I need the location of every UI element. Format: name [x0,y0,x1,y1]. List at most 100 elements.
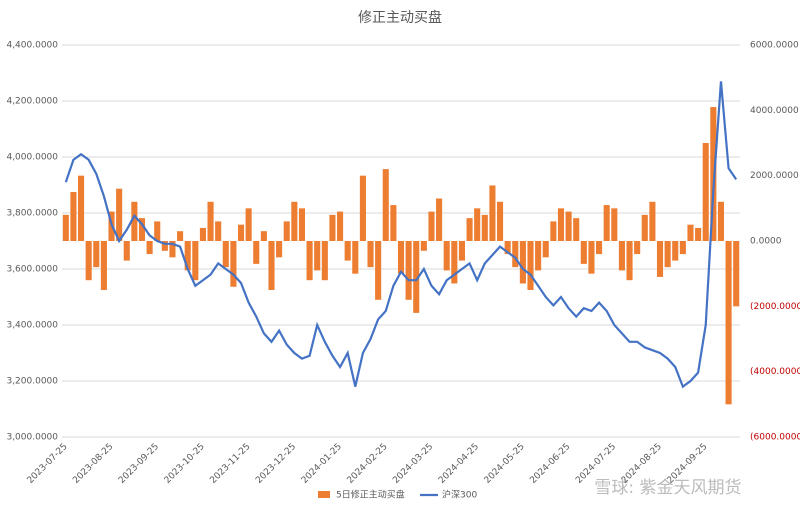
bar [649,201,656,241]
bar [199,227,206,241]
x-tick-label: 2024-06-25 [528,442,572,486]
y-tick-label: 3,400.0000 [6,321,58,331]
bar [215,221,222,241]
bar [626,241,633,281]
bar [702,143,709,241]
x-tick-label: 2023-09-25 [117,442,161,486]
bar [154,221,161,241]
watermark: 雪球: 紫金天风期货 [594,478,741,498]
bar [276,241,283,258]
bar [123,241,130,261]
legend-label: 沪深300 [442,489,477,501]
bar [70,192,77,241]
bar [436,198,443,241]
bar [405,241,412,300]
y-tick-label: 3,800.0000 [6,209,58,219]
bar [550,221,557,241]
x-tick-label: 2023-10-25 [163,442,207,486]
bar [397,241,405,274]
bar [260,231,267,241]
bar [733,241,740,307]
bar [565,211,572,241]
bar [519,241,526,284]
bar [314,241,321,271]
x-tick-label: 2024-03-25 [391,442,435,486]
bar [291,201,298,241]
bar [146,241,153,255]
bar [679,241,686,255]
bar [306,241,313,281]
bar [634,241,641,255]
bar [664,241,671,268]
bar [283,221,290,241]
bar [116,188,123,241]
bar [230,241,237,287]
x-tick-label: 2024-02-25 [346,442,390,486]
bar [222,241,229,268]
y-tick-label: 3,000.0000 [6,433,58,443]
bar [717,201,725,241]
bar [413,241,420,313]
bar [451,241,458,284]
bar [443,241,450,271]
line [64,81,738,389]
bar [207,201,214,241]
chart-title: 修正主动买盘 [358,9,442,26]
x-tick-label: 2023-08-25 [71,442,115,486]
bar [504,241,511,255]
x-tick-label: 2024-01-25 [300,442,344,486]
bar [321,241,328,281]
bar [420,241,427,251]
bar [580,241,587,264]
bar [390,205,397,241]
y2-tick-label: 6000.0000 [750,41,799,51]
bar [161,241,168,251]
y-tick-label: 4,000.0000 [6,153,58,163]
bar [489,185,496,241]
x-tick-label: 2023-07-25 [26,442,70,486]
bar [382,169,389,241]
bar [245,208,252,241]
bar [344,241,351,261]
bar [298,208,306,241]
y-tick-label: 3,200.0000 [6,377,58,387]
bar [557,208,565,241]
bar [527,241,534,290]
bar [237,224,245,241]
bar [268,241,275,290]
bar [62,214,69,241]
bar [512,241,519,268]
bar [253,241,260,264]
bar [100,241,107,290]
bar [352,241,359,274]
bar [672,241,679,261]
y2-tick-label: (4000.0000) [750,367,800,377]
bar [458,241,465,261]
bar [169,241,176,258]
bar [573,218,580,241]
bar [695,227,702,241]
y2-tick-label: 2000.0000 [750,171,799,181]
y-tick-label: 4,200.0000 [6,97,58,107]
x-tick-label: 2024-05-25 [483,442,527,486]
y2-tick-label: (6000.0000) [750,433,800,443]
bar [93,241,100,268]
bar [131,201,138,241]
legend-label: 5日修正主动买盘 [336,489,405,501]
bar [535,241,542,271]
x-tick-label: 2023-12-25 [254,442,298,486]
bar [588,241,595,274]
bar [337,211,344,241]
legend-swatch [318,491,330,498]
bar [641,214,648,241]
bar [77,175,85,241]
y2-tick-label: 0.0000 [750,237,782,247]
bar [596,241,603,255]
bar [611,208,618,241]
bar [375,241,382,300]
bar [177,231,184,241]
bar [542,241,549,258]
bar [192,241,199,281]
bar [481,214,488,241]
